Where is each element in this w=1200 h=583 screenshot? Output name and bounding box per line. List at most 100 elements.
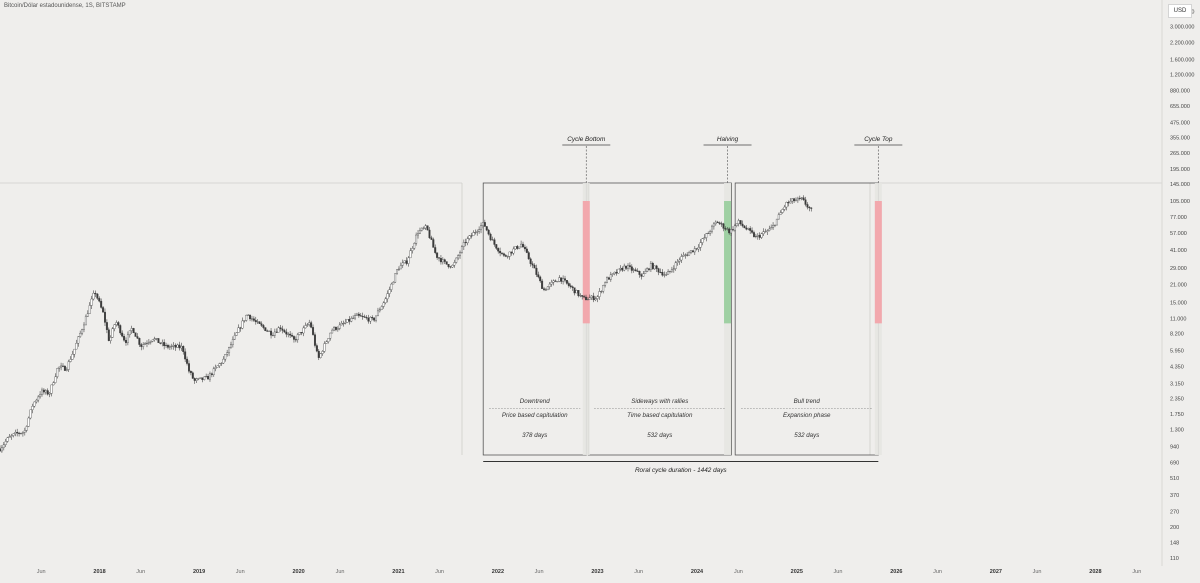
- candle: [29, 409, 32, 420]
- candle: [749, 226, 752, 234]
- candle: [693, 246, 696, 255]
- candle: [168, 344, 171, 351]
- candle: [270, 327, 273, 339]
- candle: [92, 290, 95, 301]
- candle: [789, 198, 792, 204]
- candle: [273, 328, 276, 339]
- candle: [0, 445, 1, 453]
- candle: [798, 195, 801, 201]
- candle: [4, 438, 7, 448]
- y-tick-label: 8.200: [1170, 332, 1184, 338]
- x-tick-label: Jun: [834, 569, 843, 575]
- candle: [747, 227, 750, 231]
- candle: [302, 325, 305, 337]
- candle: [464, 238, 467, 247]
- candle: [493, 237, 496, 247]
- candle: [527, 250, 530, 260]
- y-tick-label: 105.000: [1170, 199, 1190, 205]
- candle: [741, 220, 744, 228]
- candle: [571, 285, 574, 291]
- candle: [58, 366, 61, 372]
- candle: [663, 271, 666, 278]
- candle: [239, 326, 242, 332]
- candle: [548, 282, 551, 290]
- y-tick-label: 510: [1170, 476, 1179, 482]
- candle: [73, 348, 76, 358]
- candle: [489, 232, 492, 242]
- phase-duration: 532 days: [794, 432, 819, 439]
- candle: [119, 324, 122, 335]
- x-tick-label: 2019: [193, 569, 205, 575]
- price-axis[interactable]: 4.000.0003.000.0002.200.0001.600.0001.20…: [1161, 0, 1194, 566]
- currency-badge[interactable]: USD: [1168, 4, 1192, 18]
- marker-annotations: Cycle Bottom Halving Cycle Top: [562, 136, 903, 183]
- candle: [33, 401, 36, 408]
- y-tick-label: 940: [1170, 444, 1179, 450]
- candle: [716, 220, 719, 223]
- candle: [203, 376, 206, 381]
- candle: [325, 340, 328, 345]
- candle: [474, 229, 477, 235]
- candle: [733, 223, 736, 232]
- phase-annotations: Downtrend Price based capitulation 378 day…: [489, 398, 873, 439]
- candle: [413, 242, 416, 250]
- candle: [289, 331, 292, 338]
- candle: [409, 247, 412, 259]
- candle: [665, 272, 668, 277]
- candle: [504, 253, 507, 258]
- candle: [361, 312, 364, 320]
- candle: [222, 356, 225, 364]
- candle: [277, 326, 280, 333]
- candle: [598, 287, 601, 300]
- candle: [543, 286, 545, 292]
- candle: [327, 338, 330, 344]
- candle: [417, 229, 420, 239]
- candle: [600, 290, 603, 294]
- candle: [642, 270, 645, 277]
- candle: [283, 328, 286, 334]
- candle: [256, 319, 259, 324]
- candle: [329, 332, 332, 341]
- candle: [565, 280, 568, 285]
- candle: [161, 339, 164, 347]
- candle: [468, 235, 471, 241]
- candle: [48, 391, 51, 398]
- candle: [375, 315, 378, 323]
- cycle-band: [582, 201, 590, 324]
- candle: [726, 227, 729, 231]
- candle: [197, 377, 200, 381]
- candle: [596, 295, 599, 303]
- candle: [212, 366, 215, 377]
- time-axis[interactable]: Jun 2018 Jun 2019 Jun 2020 Jun 2021 Jun 2022 Jun 20…: [37, 569, 1142, 575]
- candle: [690, 250, 692, 255]
- x-tick-label: 2027: [990, 569, 1002, 575]
- x-tick-label: 2028: [1089, 569, 1101, 575]
- candle: [399, 262, 402, 270]
- candle: [241, 317, 244, 330]
- candle: [728, 227, 731, 235]
- candle: [397, 266, 400, 271]
- candle: [775, 218, 778, 226]
- candle: [470, 232, 473, 239]
- candle: [753, 230, 755, 238]
- candle: [334, 326, 337, 332]
- candle: [707, 231, 710, 234]
- candle: [573, 287, 576, 296]
- candle: [522, 241, 524, 248]
- candle: [735, 223, 738, 228]
- candle: [514, 246, 517, 250]
- y-tick-label: 475.000: [1170, 120, 1190, 126]
- phase-label: Downtrend: [520, 398, 550, 405]
- candle: [657, 267, 660, 276]
- x-tick-label: 2026: [890, 569, 902, 575]
- candle: [140, 342, 143, 351]
- phase-label: Bull trend: [794, 398, 821, 405]
- candle: [21, 431, 24, 437]
- candle: [354, 313, 357, 321]
- candle: [390, 282, 393, 292]
- y-tick-label: 655.000: [1170, 104, 1190, 110]
- marker-bands: [582, 183, 882, 455]
- candle: [806, 202, 809, 210]
